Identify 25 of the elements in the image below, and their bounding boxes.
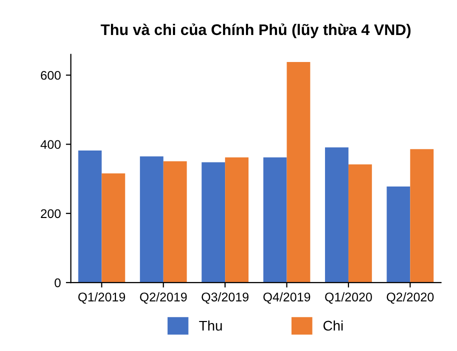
x-tick-label: Q4/2019 [263,292,310,304]
y-tick-label: 600 [40,70,61,80]
legend-label: Thu [199,320,222,331]
bar [78,150,102,283]
bar [102,173,126,283]
bar [202,162,226,283]
y-tick-label: 200 [40,209,61,218]
bar [325,147,348,283]
x-tick-label: Q1/2019 [78,292,126,304]
bar [386,186,410,283]
x-tick-label: Q1/2020 [325,292,372,304]
bar [263,157,287,283]
bar [140,156,164,283]
bar [348,164,372,283]
chart-title: Thu và chi của Chính Phủ (lũy thừa 4 VND) [100,24,411,38]
bar [225,157,249,283]
x-tick-label: Q2/2019 [140,292,187,304]
bar [286,62,310,283]
bar [163,161,187,283]
y-tick-label: 400 [40,140,61,149]
bar [410,149,434,283]
x-tick-label: Q2/2020 [386,292,434,304]
legend-label: Chi [323,320,343,331]
x-tick-label: Q3/2019 [202,292,248,304]
y-tick-label: 0 [54,278,61,288]
